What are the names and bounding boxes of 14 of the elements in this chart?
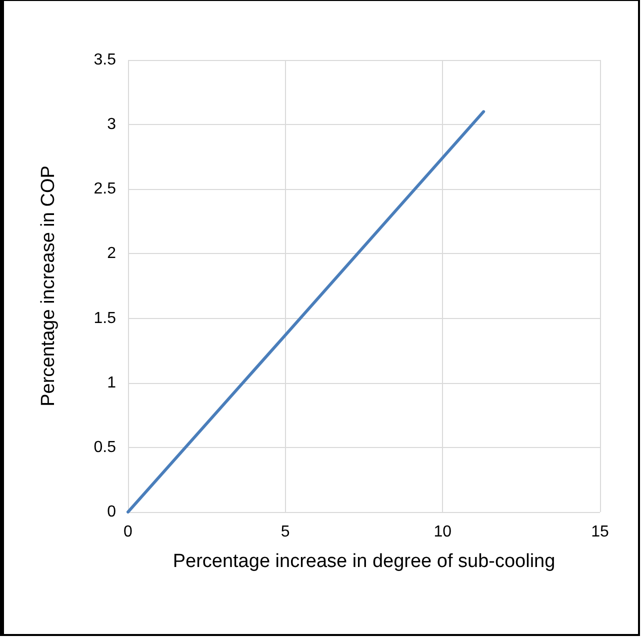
x-tick-label: 15 xyxy=(591,524,609,540)
y-tick-label: 0.5 xyxy=(94,438,116,456)
x-tick-label: 0 xyxy=(124,524,133,540)
y-tick-label: 1 xyxy=(107,374,116,392)
y-tick-label: 3 xyxy=(107,116,116,134)
x-tick-label: 5 xyxy=(280,524,290,540)
y-tick-label: 3.5 xyxy=(94,52,116,68)
x-tick-label: 10 xyxy=(434,524,452,540)
y-tick-label: 0 xyxy=(107,504,116,520)
y-axis-title: Percentage increase in COP xyxy=(38,166,59,406)
x-axis-title: Percentage increase in degree of sub-cooling xyxy=(172,551,556,572)
y-tick-label: 1.5 xyxy=(94,310,116,327)
y-tick-label: 2.5 xyxy=(94,180,116,198)
y-tick-label: 2 xyxy=(107,245,116,262)
